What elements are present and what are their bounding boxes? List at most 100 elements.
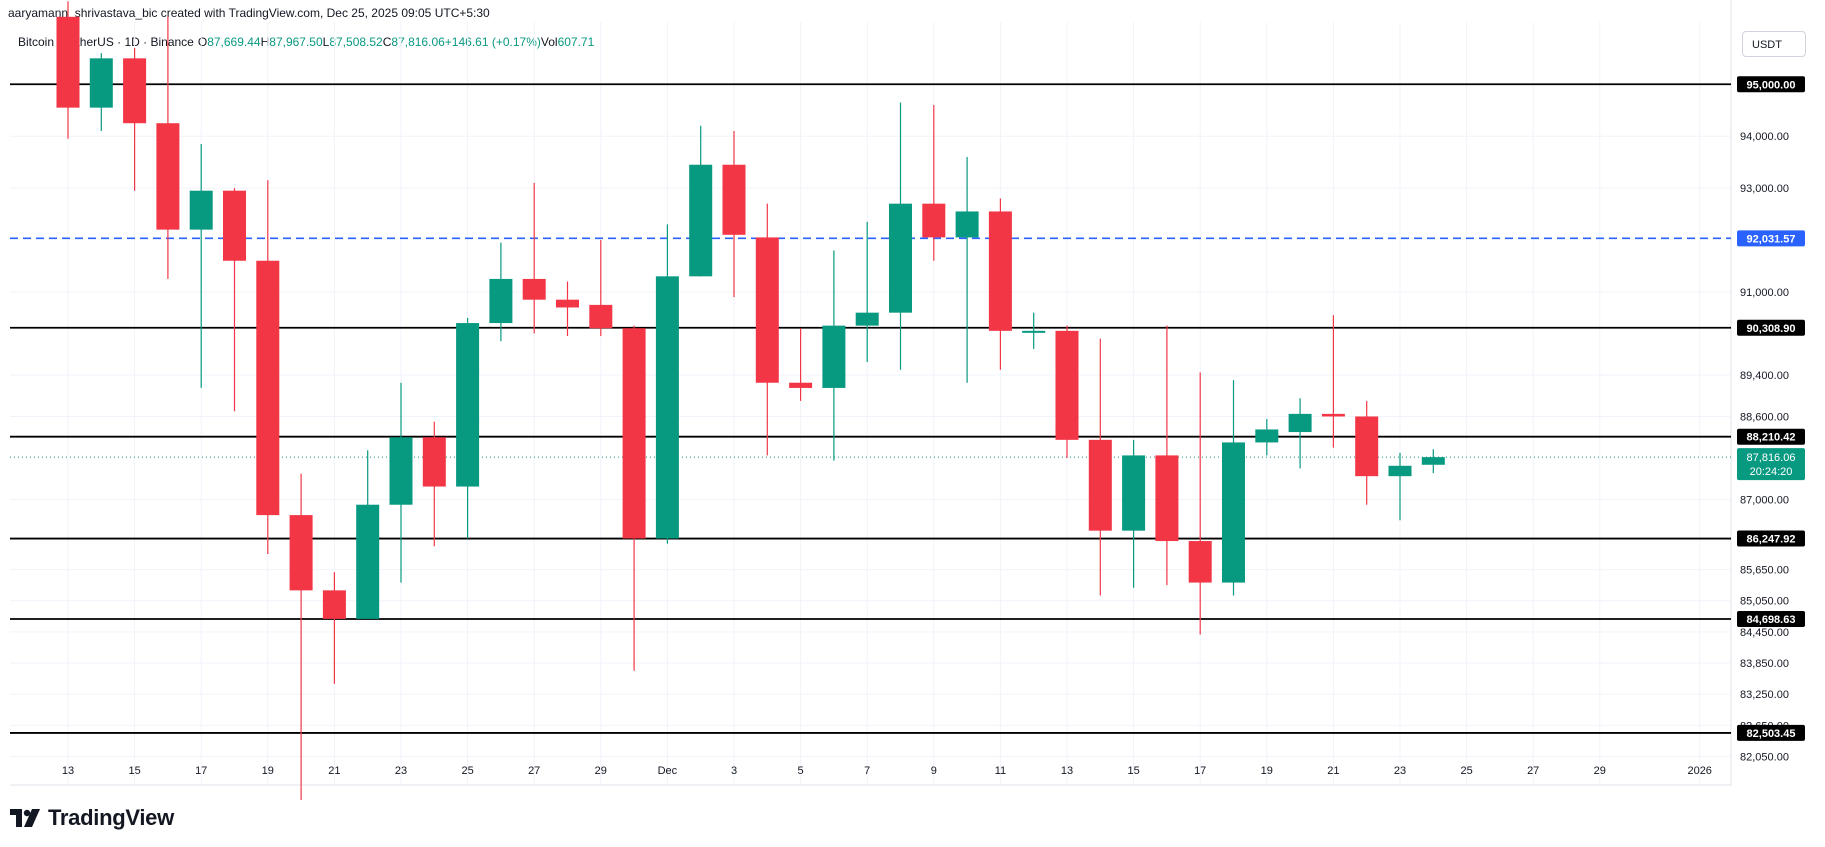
candle-body bbox=[822, 325, 846, 388]
candle-body bbox=[189, 190, 213, 230]
candle-body bbox=[889, 203, 912, 313]
level-price-tag bbox=[1737, 724, 1805, 741]
tradingview-wordmark: TradingView bbox=[48, 805, 174, 830]
currency-selector-button[interactable]: USDT bbox=[1742, 31, 1806, 57]
candle-body bbox=[289, 515, 313, 591]
date-tick-label: 13 bbox=[1061, 765, 1073, 777]
candle-body bbox=[922, 203, 946, 238]
price-tick-label: 89,400.00 bbox=[1740, 370, 1789, 382]
candle-body bbox=[1355, 416, 1379, 477]
candle-body bbox=[589, 304, 613, 329]
date-tick-label: 29 bbox=[595, 765, 607, 777]
date-tick-label: 5 bbox=[798, 765, 804, 777]
candle bbox=[789, 328, 813, 401]
candle-body bbox=[322, 590, 346, 619]
candle-body bbox=[89, 58, 113, 108]
candle bbox=[955, 156, 979, 383]
candle bbox=[1088, 338, 1112, 596]
price-tick-label: 88,600.00 bbox=[1740, 411, 1789, 423]
candle-body bbox=[1421, 457, 1445, 465]
candles bbox=[56, 1, 1445, 800]
candle bbox=[123, 47, 147, 191]
candle bbox=[1188, 372, 1212, 635]
candle-body bbox=[56, 16, 80, 108]
candle-body bbox=[223, 190, 246, 261]
level-price-label: 95,000.00 bbox=[1747, 79, 1796, 91]
candle-body bbox=[1288, 413, 1312, 433]
level-price-tag bbox=[1737, 530, 1805, 547]
candle bbox=[1055, 325, 1079, 458]
candle bbox=[822, 250, 846, 461]
candle-body bbox=[789, 382, 813, 388]
legend-open-key: O bbox=[197, 35, 208, 49]
price-axis[interactable]: 94,000.00 93,000.00 91,000.00 89,400.00 88,6… bbox=[1740, 131, 1789, 763]
candle bbox=[1155, 325, 1179, 586]
candle-body bbox=[655, 276, 679, 539]
date-tick-label: 13 bbox=[62, 765, 74, 777]
date-tick-label: 23 bbox=[395, 765, 407, 777]
candle-body bbox=[1321, 413, 1345, 417]
candle bbox=[722, 131, 746, 298]
candle bbox=[289, 473, 313, 800]
candle bbox=[223, 188, 246, 412]
candle bbox=[556, 281, 579, 337]
candle bbox=[56, 1, 80, 139]
time-axis[interactable]: 13 15 17 19 21 23 25 27 29 Dec 3 5 7 9 11 13 15 17 19 21 23 2… bbox=[62, 765, 1712, 777]
level-price-tag bbox=[1737, 610, 1805, 627]
candle bbox=[489, 242, 513, 342]
candle bbox=[322, 572, 346, 684]
legend-close: 87,816.06 bbox=[391, 35, 445, 49]
level-price-label: 88,210.42 bbox=[1747, 432, 1796, 444]
level-price-tag bbox=[1737, 428, 1805, 445]
price-tick-label: 94,000.00 bbox=[1740, 131, 1789, 143]
price-tick-label: 83,850.00 bbox=[1740, 658, 1789, 670]
current-price-label: 87,816.06 bbox=[1747, 452, 1796, 464]
date-tick-label: 21 bbox=[1327, 765, 1339, 777]
date-tick-label: 29 bbox=[1594, 765, 1606, 777]
candle-body bbox=[1255, 429, 1279, 443]
candle-body bbox=[622, 328, 646, 539]
candle-body bbox=[489, 278, 513, 324]
date-tick-label: 19 bbox=[1261, 765, 1273, 777]
date-tick-label: Dec bbox=[658, 765, 678, 777]
candle bbox=[156, 16, 180, 279]
date-tick-label: 7 bbox=[864, 765, 870, 777]
candle bbox=[1255, 419, 1279, 456]
candlestick-chart[interactable]: 94,000.00 93,000.00 91,000.00 89,400.00 88,6… bbox=[0, 0, 1825, 800]
level-price-label: 82,503.45 bbox=[1747, 728, 1796, 740]
legend-high: 87,967.50 bbox=[269, 35, 323, 49]
level-price-label: 86,247.92 bbox=[1747, 534, 1796, 546]
date-tick-label: 17 bbox=[195, 765, 207, 777]
candle bbox=[1022, 312, 1046, 349]
legend-volume: 607.71 bbox=[557, 35, 595, 49]
price-tick-label: 83,250.00 bbox=[1740, 689, 1789, 701]
candle bbox=[189, 143, 213, 388]
price-tick-label: 82,050.00 bbox=[1740, 751, 1789, 763]
candle bbox=[655, 224, 679, 544]
date-tick-label: 15 bbox=[1127, 765, 1139, 777]
candle-body bbox=[456, 323, 480, 487]
date-tick-label: 25 bbox=[461, 765, 473, 777]
candle-body bbox=[1022, 330, 1046, 333]
candle-body bbox=[356, 504, 380, 619]
candle bbox=[1388, 452, 1412, 521]
horizontal-levels bbox=[10, 83, 1731, 734]
level-price-tag bbox=[1737, 230, 1805, 247]
legend-volume-key: Vol bbox=[540, 35, 558, 49]
candle bbox=[256, 180, 280, 555]
candle bbox=[522, 182, 546, 334]
legend-low-key: L bbox=[322, 35, 330, 49]
price-tick-label: 87,000.00 bbox=[1740, 495, 1789, 507]
date-tick-label: 21 bbox=[328, 765, 340, 777]
legend-close-key: C bbox=[382, 35, 392, 49]
candle-body bbox=[522, 278, 546, 300]
candle bbox=[689, 125, 713, 277]
tradingview-branding: TradingView bbox=[10, 805, 174, 831]
date-tick-label: 19 bbox=[262, 765, 274, 777]
candle bbox=[855, 221, 879, 362]
candle bbox=[988, 198, 1012, 370]
candle-body bbox=[855, 312, 879, 326]
candle-body bbox=[722, 164, 746, 235]
price-tick-label: 93,000.00 bbox=[1740, 183, 1789, 195]
level-labels: 95,000.00 92,031.57 90,308.90 88,210.42 86,2… bbox=[1737, 76, 1805, 741]
